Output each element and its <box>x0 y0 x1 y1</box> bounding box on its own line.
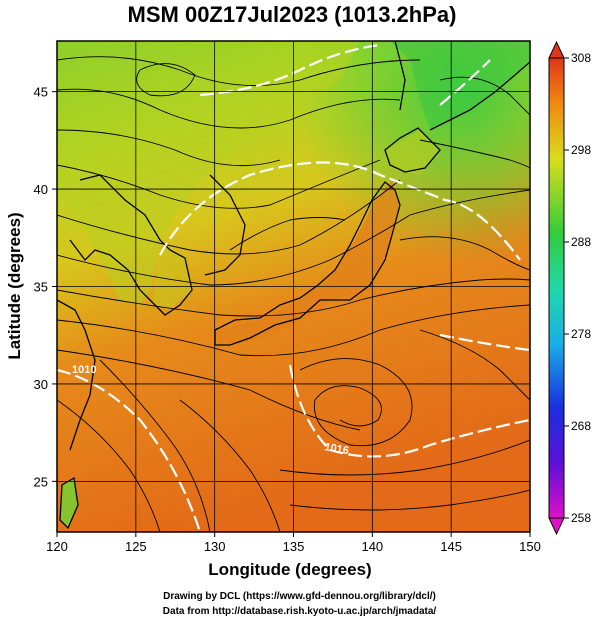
x-tick-label: 145 <box>440 539 462 554</box>
taiwan <box>60 478 78 528</box>
y-tick-label: 30 <box>34 377 48 392</box>
coastlines <box>57 41 530 530</box>
axis-ticks: 120 125 130 135 140 145 150 25 30 35 40 45 <box>34 85 541 554</box>
colorbar-tick-label: 308 <box>571 51 591 65</box>
isobars <box>57 43 530 532</box>
y-tick-label: 25 <box>34 474 48 489</box>
y-tick-label: 45 <box>34 85 48 100</box>
y-tick-label: 40 <box>34 182 48 197</box>
x-tick-label: 150 <box>519 539 541 554</box>
x-tick-label: 135 <box>283 539 305 554</box>
colorbar: 258 268 278 288 298 308 <box>548 40 591 536</box>
temperature-field: 1010 1016 <box>57 41 530 532</box>
korea-peninsula <box>152 245 192 310</box>
y-axis-label: Latitude (degrees) <box>5 212 24 359</box>
y-tick-label: 35 <box>34 280 48 295</box>
lat-lon-grid <box>57 41 530 532</box>
colorbar-tick-label: 268 <box>571 419 591 433</box>
mainland-asia <box>57 41 360 305</box>
colorbar-max-arrow <box>548 40 565 59</box>
wind-streamlines <box>57 56 530 532</box>
x-tick-label: 120 <box>46 539 68 554</box>
colorbar-tick-label: 288 <box>571 235 591 249</box>
x-axis-label: Longitude (degrees) <box>208 560 371 579</box>
isobar-label-1010: 1010 <box>72 364 96 376</box>
colorbar-tick-label: 278 <box>571 327 591 341</box>
colorbar-min-arrow <box>548 517 565 536</box>
x-tick-label: 130 <box>204 539 226 554</box>
chart-title: MSM 00Z17Jul2023 (1013.2hPa) <box>128 2 457 27</box>
sakhalin-coast <box>390 41 530 130</box>
credit-drawing: Drawing by DCL (https://www.gfd-dennou.o… <box>163 591 436 602</box>
x-tick-label: 140 <box>361 539 383 554</box>
x-tick-label: 125 <box>125 539 147 554</box>
isobar-label-1016: 1016 <box>323 441 349 457</box>
colorbar-tick-label: 258 <box>571 511 591 525</box>
credit-data: Data from http://database.rish.kyoto-u.a… <box>162 606 437 617</box>
colorbar-tick-label: 298 <box>571 143 591 157</box>
